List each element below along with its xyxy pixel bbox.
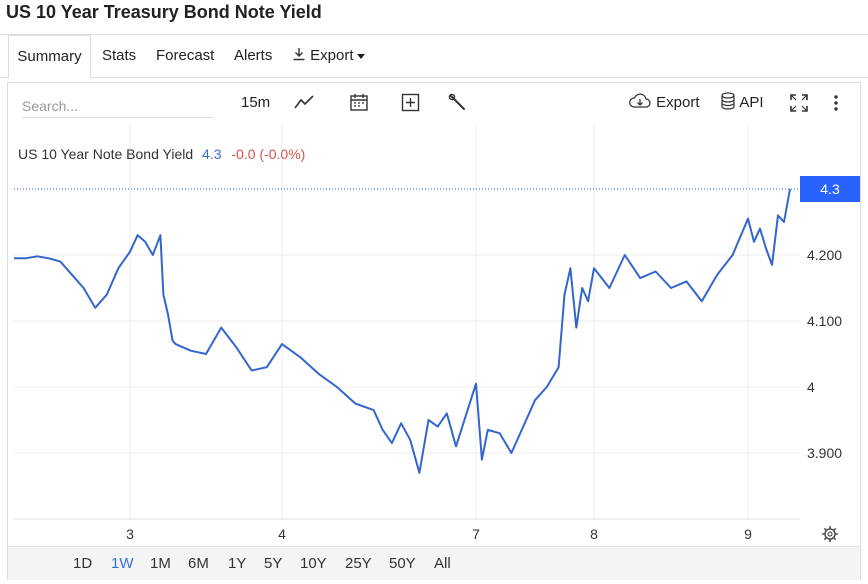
range-button-25y[interactable]: 25Y: [345, 555, 372, 572]
y-tick-label: 4.200: [807, 247, 842, 263]
current-price-box: [800, 176, 860, 202]
series-line: [14, 188, 791, 474]
caret-down-icon: [356, 53, 365, 59]
range-button-1m[interactable]: 1M: [150, 555, 171, 572]
y-axis: 4.200 4.100 4 3.900: [807, 247, 842, 461]
x-axis: 3 4 7 8 9: [14, 518, 800, 542]
current-price-label: 4.3: [820, 181, 840, 197]
range-button-1d[interactable]: 1D: [73, 555, 93, 572]
tab-summary[interactable]: Summary: [8, 35, 91, 79]
range-button-50y[interactable]: 50Y: [389, 555, 416, 572]
y-tick-label: 4.100: [807, 313, 842, 329]
tab-export[interactable]: Export: [292, 35, 365, 78]
download-icon: [293, 48, 305, 61]
wrench-icon[interactable]: [448, 93, 467, 112]
tab-stats[interactable]: Stats: [102, 47, 137, 64]
legend-value: 4.3: [202, 146, 222, 162]
x-tick-label: 3: [126, 526, 134, 542]
interval-selector[interactable]: 15m: [241, 94, 271, 111]
range-selector: 1D 1W 1M 6M 1Y 5Y 10Y 25Y 50Y All: [8, 546, 860, 580]
series-line-layer: [14, 188, 791, 474]
chart-export-button[interactable]: Export: [628, 91, 700, 115]
range-button-6m[interactable]: 6M: [188, 555, 209, 572]
tab-bar: Summary Stats Forecast Alerts Export: [0, 34, 868, 79]
range-button-1y[interactable]: 1Y: [228, 555, 247, 572]
tab-forecast[interactable]: Forecast: [156, 47, 215, 64]
search-input[interactable]: [22, 94, 214, 118]
more-vertical-icon[interactable]: [831, 93, 841, 113]
x-tick-label: 9: [744, 526, 752, 542]
fullscreen-icon[interactable]: [789, 93, 809, 113]
page-title: US 10 Year Treasury Bond Note Yield: [6, 2, 322, 22]
settings-icon[interactable]: [822, 526, 838, 542]
chart-panel: 15m Export AP: [7, 82, 861, 580]
x-tick-label: 8: [590, 526, 598, 542]
chart-legend: US 10 Year Note Bond Yield 4.3 -0.0 (-0.…: [18, 146, 305, 162]
calendar-icon[interactable]: [349, 92, 369, 112]
legend-change: -0.0 (-0.0%): [231, 146, 305, 162]
api-button[interactable]: API: [720, 91, 764, 115]
legend-series-name: US 10 Year Note Bond Yield 4.3 -0.0 (-0.…: [18, 146, 305, 162]
range-button-all[interactable]: All: [434, 555, 451, 572]
chart-toolbar: 15m Export AP: [8, 83, 860, 123]
range-button-1w[interactable]: 1W: [111, 555, 134, 572]
range-button-5y[interactable]: 5Y: [264, 555, 283, 572]
y-tick-label: 4: [807, 379, 815, 395]
add-indicator-icon[interactable]: [401, 93, 420, 112]
x-tick-label: 7: [472, 526, 480, 542]
cloud-download-icon: [629, 93, 651, 108]
current-price-badge: 4.3: [14, 176, 860, 202]
line-chart-icon[interactable]: [293, 93, 315, 111]
x-tick-label: 4: [278, 526, 286, 542]
range-button-10y[interactable]: 10Y: [300, 555, 327, 572]
tab-alerts[interactable]: Alerts: [234, 47, 273, 64]
database-icon: [721, 92, 735, 110]
y-tick-label: 3.900: [807, 445, 842, 461]
line-chart[interactable]: 4.200 4.100 4 3.900 3 4 7 8 9 US 10 Year Note B…: [8, 123, 860, 546]
legend-name: US 10 Year Note Bond Yield: [18, 146, 193, 162]
grid: [14, 123, 800, 519]
